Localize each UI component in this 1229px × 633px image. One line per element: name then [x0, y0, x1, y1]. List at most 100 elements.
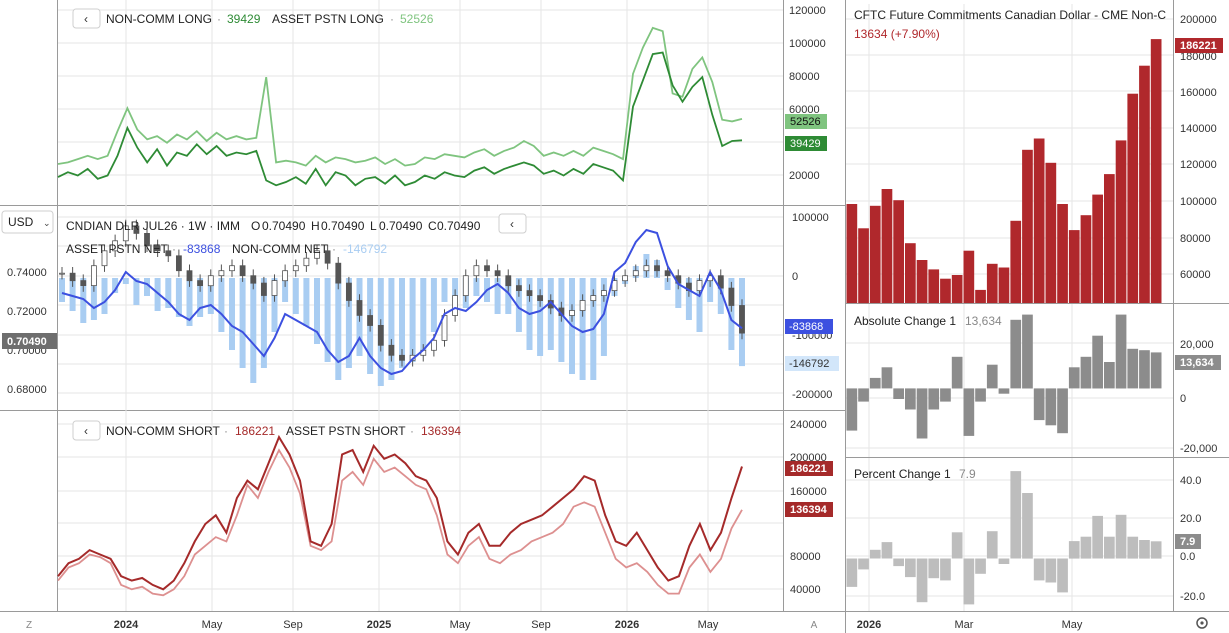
panel-absolute-change: Absolute Change 1 13,634 20,000 0 -20,00… — [846, 304, 1221, 457]
legend-value: 0.70490 — [321, 219, 365, 233]
panel-non-comm-long: ‹ NON-COMM LONG · 39429 ASSET PSTN LONG … — [57, 0, 827, 205]
bar-non-comm-net — [59, 278, 65, 302]
bar-non-comm-net — [186, 278, 193, 326]
bar-non-comm-net — [207, 278, 214, 314]
last-value-label: -83868 — [789, 321, 823, 333]
legend-name: C — [428, 219, 437, 233]
scale-toggle-right[interactable]: A — [811, 620, 818, 631]
bar — [1150, 541, 1162, 559]
bar-non-comm-net — [165, 278, 172, 308]
legend-name: L — [370, 219, 377, 233]
bar-non-comm-net — [112, 278, 119, 293]
scale-toggle-left[interactable]: Z — [26, 620, 32, 631]
bar — [881, 367, 893, 389]
panel-non-comm-short: ‹ NON-COMM SHORT · 186221 ASSET PSTN SHO… — [57, 410, 833, 611]
bar — [1104, 174, 1115, 303]
candle-body — [69, 272, 76, 282]
bar — [998, 388, 1010, 394]
bar — [846, 558, 858, 587]
candle-body — [144, 232, 150, 247]
x-tick-label: 2025 — [367, 619, 391, 631]
last-value-label: 136394 — [790, 504, 828, 516]
panel-price-net: CNDIAN DLR JUL26 · 1W · IMM O 0.70490 H … — [1, 205, 839, 410]
bar — [1080, 215, 1092, 303]
y-tick-label: 40.0 — [1180, 475, 1201, 487]
bar — [975, 388, 986, 402]
candle-body — [696, 280, 703, 292]
bars — [846, 39, 1162, 304]
bar — [928, 269, 940, 303]
bar — [963, 388, 975, 436]
svg-text:·: · — [217, 12, 221, 26]
collapse-legend-button[interactable] — [72, 8, 101, 29]
chevron-left-icon: ‹ — [84, 12, 88, 26]
y-tick-label: 180000 — [1180, 51, 1217, 63]
x-axis-main: 2024 May Sep 2025 May Sep 2026 May — [114, 619, 719, 631]
candle-body — [516, 285, 522, 292]
candle-body — [473, 265, 480, 277]
gridlines — [58, 0, 783, 205]
bar-non-comm-net — [685, 278, 692, 320]
candle-body — [399, 354, 405, 361]
y-tick-label: 20000 — [789, 170, 820, 182]
candle-body — [91, 265, 97, 287]
y-tick-label: 120000 — [789, 5, 826, 17]
candle-body — [335, 262, 342, 284]
svg-text:·: · — [172, 242, 176, 256]
bar-non-comm-net — [260, 278, 267, 368]
candle-body — [367, 315, 374, 326]
y-tick-label: 240000 — [790, 419, 827, 431]
currency-selector[interactable] — [1, 210, 54, 234]
legend-value: 0.70490 — [379, 219, 423, 233]
legend-name: H — [311, 219, 320, 233]
bar — [986, 364, 998, 389]
svg-text:·: · — [224, 424, 228, 438]
bar-non-comm-net — [441, 278, 448, 302]
y-tick-label: 0.0 — [1180, 551, 1195, 563]
candle-body — [494, 270, 501, 277]
bar — [1115, 314, 1127, 389]
last-value-badge — [785, 461, 833, 476]
bar — [905, 558, 916, 578]
bar-non-comm-net — [229, 278, 235, 350]
gear-icon[interactable] — [1196, 617, 1208, 629]
candle-body — [537, 295, 543, 302]
legend-non-comm-long: ‹ NON-COMM LONG · 39429 ASSET PSTN LONG … — [72, 8, 434, 29]
candle-body — [356, 300, 363, 316]
candle-body — [388, 344, 395, 356]
bars — [846, 314, 1162, 439]
bar — [905, 388, 916, 410]
bar — [1057, 388, 1068, 434]
x-tick-label: May — [1062, 619, 1083, 631]
last-price-label: 0.70490 — [7, 336, 47, 348]
bar — [1022, 314, 1033, 389]
bar — [916, 260, 928, 303]
candle-body — [282, 270, 289, 282]
candle-body — [526, 290, 533, 297]
bar — [858, 228, 869, 304]
collapse-legend-button[interactable] — [498, 213, 527, 234]
bar-non-comm-net — [324, 278, 331, 362]
candle-body — [314, 250, 320, 259]
candle-body — [239, 265, 246, 277]
last-value-badge — [785, 136, 827, 151]
y-tick-label: -200000 — [792, 389, 832, 401]
x-tick-label: May — [202, 619, 223, 631]
collapse-legend-button[interactable] — [72, 420, 101, 441]
bar — [963, 250, 975, 303]
bar-non-comm-net — [388, 278, 395, 380]
last-value-badge — [1175, 38, 1223, 53]
legend-name: NON-COMM SHORT — [106, 424, 220, 438]
y-axis-left: 0.74000 0.72000 0.70000 0.68000 — [7, 267, 47, 396]
legend-non-comm-short: ‹ NON-COMM SHORT · 186221 ASSET PSTN SHO… — [72, 420, 461, 441]
gridlines — [58, 205, 783, 410]
bar — [1127, 536, 1139, 559]
bar — [893, 388, 904, 399]
legend-value: -146792 — [343, 242, 387, 256]
last-value-label: 39429 — [790, 138, 821, 150]
last-value-label: -146792 — [789, 358, 829, 370]
bar — [1092, 515, 1103, 559]
y-axis-right: 240000 200000 160000 80000 40000 — [790, 419, 827, 596]
bar — [893, 200, 904, 303]
candle-body — [377, 324, 384, 346]
